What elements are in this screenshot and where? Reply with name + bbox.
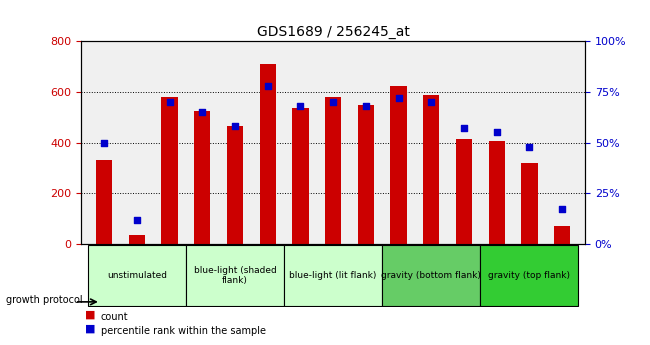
Point	[295, 104, 306, 109]
Point	[197, 109, 207, 115]
FancyBboxPatch shape	[382, 245, 480, 306]
Text: growth protocol: growth protocol	[6, 295, 83, 305]
Point	[459, 126, 469, 131]
Point	[164, 99, 175, 105]
FancyBboxPatch shape	[186, 245, 284, 306]
Text: gravity (top flank): gravity (top flank)	[488, 271, 571, 280]
FancyBboxPatch shape	[480, 245, 578, 306]
Bar	[259, 64, 276, 244]
Bar	[292, 108, 309, 244]
Text: gravity (bottom flank): gravity (bottom flank)	[382, 271, 481, 280]
Bar	[96, 160, 112, 244]
Text: count: count	[101, 313, 129, 322]
Text: ■: ■	[84, 323, 95, 333]
Text: blue-light (lit flank): blue-light (lit flank)	[289, 271, 377, 280]
Point	[99, 140, 109, 145]
Bar	[554, 226, 570, 244]
Text: ■: ■	[84, 309, 95, 319]
Point	[132, 217, 142, 222]
Text: blue-light (shaded
flank): blue-light (shaded flank)	[194, 266, 276, 285]
Bar	[325, 97, 341, 244]
Point	[426, 99, 436, 105]
Point	[524, 144, 534, 149]
Bar	[391, 86, 407, 244]
Point	[361, 104, 371, 109]
Bar	[129, 235, 145, 244]
Bar	[456, 139, 472, 244]
Bar	[161, 97, 177, 244]
Bar	[521, 163, 538, 244]
Point	[328, 99, 338, 105]
Title: GDS1689 / 256245_at: GDS1689 / 256245_at	[257, 25, 410, 39]
Bar	[489, 141, 505, 244]
FancyBboxPatch shape	[88, 245, 186, 306]
FancyBboxPatch shape	[284, 245, 382, 306]
Bar	[227, 126, 243, 244]
Point	[491, 130, 502, 135]
Text: unstimulated: unstimulated	[107, 271, 167, 280]
Point	[263, 83, 273, 89]
Bar	[194, 111, 211, 244]
Point	[393, 95, 404, 101]
Bar	[423, 95, 439, 244]
Point	[230, 124, 240, 129]
Point	[557, 207, 567, 212]
Bar	[358, 105, 374, 244]
Text: percentile rank within the sample: percentile rank within the sample	[101, 326, 266, 336]
